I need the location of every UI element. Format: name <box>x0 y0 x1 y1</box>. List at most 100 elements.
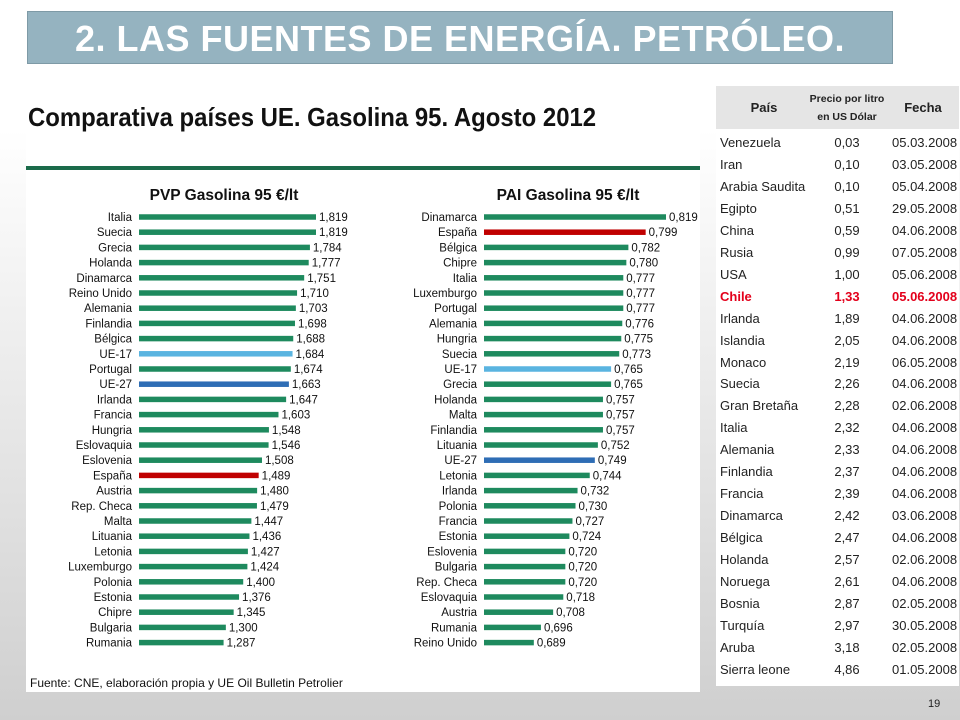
table-row: Irlanda 1,89 04.06.2008 <box>716 308 959 330</box>
bar <box>484 320 623 327</box>
value-label: 0,765 <box>614 364 643 376</box>
bar <box>139 548 248 555</box>
value-label: 1,819 <box>319 212 348 224</box>
cell-country: China <box>720 222 754 238</box>
cell-country: Islandia <box>720 332 765 348</box>
bar <box>139 290 298 296</box>
value-label: 1,424 <box>250 562 279 574</box>
cell-price: 0,99 <box>834 244 860 260</box>
bar <box>139 305 296 311</box>
category-label: Rep. Checa <box>71 501 132 513</box>
value-label: 1,427 <box>251 546 280 558</box>
bar <box>139 442 269 448</box>
value-label: 0,757 <box>606 394 635 406</box>
category-label: UE-17 <box>99 349 132 361</box>
bar <box>484 472 590 479</box>
category-label: Chipre <box>443 258 477 270</box>
cell-date: 04.06.2008 <box>892 310 958 326</box>
category-label: Italia <box>453 273 478 285</box>
table-row: USA 1,00 05.06.2008 <box>716 264 959 286</box>
cell-price: 2,87 <box>834 595 860 611</box>
category-label: Bulgaria <box>90 622 133 634</box>
table-row: Bosnia 2,87 02.05.2008 <box>716 593 959 615</box>
source-note: Fuente: CNE, elaboración propia y UE Oil… <box>30 676 343 690</box>
bar <box>484 305 624 311</box>
value-label: 1,508 <box>265 455 294 467</box>
value-label: 0,720 <box>568 546 597 558</box>
category-label: España <box>93 470 133 482</box>
value-label: 0,819 <box>669 212 698 224</box>
bar <box>139 396 287 403</box>
value-label: 1,345 <box>237 607 266 619</box>
bar <box>484 396 603 403</box>
cell-date: 04.06.2008 <box>892 464 958 480</box>
value-label: 1,447 <box>254 516 283 528</box>
cell-date: 04.06.2008 <box>892 332 958 348</box>
chart-2-title: PAI Gasolina 95 €/lt <box>497 187 640 204</box>
category-label: Rumania <box>86 638 133 650</box>
cell-price: 0,59 <box>834 222 860 238</box>
bar <box>139 259 309 266</box>
value-label: 1,710 <box>300 288 329 300</box>
cell-price: 1,33 <box>834 288 860 304</box>
value-label: 0,757 <box>606 425 635 437</box>
bar <box>139 563 248 570</box>
bar <box>139 609 234 615</box>
category-label: Rumania <box>431 622 478 634</box>
cell-date: 04.06.2008 <box>892 442 958 458</box>
page-number: 19 <box>928 698 941 710</box>
cell-price: 2,28 <box>834 398 860 414</box>
bar <box>484 579 566 585</box>
cell-country: Finlandia <box>720 464 773 480</box>
cell-date: 06.05.2008 <box>892 354 958 370</box>
category-label: Finlandia <box>85 318 132 330</box>
table-row: Finlandia 2,37 04.06.2008 <box>716 461 959 483</box>
bar <box>484 381 612 387</box>
value-label: 0,777 <box>626 273 655 285</box>
bar <box>139 381 289 387</box>
cell-date: 05.06.2008 <box>892 288 958 304</box>
cell-price: 2,37 <box>834 464 860 480</box>
category-label: Dinamarca <box>76 273 132 285</box>
category-label: Malta <box>104 516 133 528</box>
category-label: Dinamarca <box>421 212 477 224</box>
table-row: Chile 1,33 05.06.2008 <box>716 286 959 308</box>
bar <box>484 244 629 251</box>
value-label: 1,300 <box>229 622 258 634</box>
cell-price: 2,19 <box>834 354 860 370</box>
value-label: 0,780 <box>629 258 658 270</box>
cell-country: Aruba <box>720 639 755 655</box>
cell-country: Suecia <box>720 376 760 392</box>
bar <box>139 487 258 494</box>
cell-price: 2,47 <box>834 530 860 546</box>
header-price-line2: en US Dólar <box>817 111 877 123</box>
table-row: Bélgica 2,47 04.06.2008 <box>716 527 959 549</box>
bar <box>484 624 541 631</box>
bar <box>139 427 269 433</box>
cell-date: 29.05.2008 <box>892 200 958 216</box>
bar <box>484 503 576 509</box>
category-label: Polonia <box>94 577 133 589</box>
category-label: Eslovaquia <box>421 592 478 604</box>
value-label: 1,548 <box>272 425 301 437</box>
cell-country: Bosnia <box>720 595 760 611</box>
value-label: 0,757 <box>606 410 635 422</box>
table-row: Francia 2,39 04.06.2008 <box>716 483 959 505</box>
value-label: 1,663 <box>292 379 321 391</box>
cell-date: 02.06.2008 <box>892 552 958 568</box>
cell-country: Noruega <box>720 574 770 589</box>
cell-date: 03.05.2008 <box>892 156 958 172</box>
cell-price: 2,39 <box>834 486 860 502</box>
fuel-price-table: País Precio por litro en US Dólar Fecha … <box>716 86 959 686</box>
table-row: Arabia Saudita 0,10 05.04.2008 <box>716 176 959 198</box>
cell-country: Francia <box>720 486 764 502</box>
value-label: 1,688 <box>296 334 325 346</box>
table-row: Dinamarca 2,42 03.06.2008 <box>716 505 959 527</box>
category-label: Eslovenia <box>427 546 477 558</box>
chart-1-title: PVP Gasolina 95 €/lt <box>150 187 299 204</box>
value-label: 0,720 <box>568 562 597 574</box>
value-label: 0,749 <box>598 455 627 467</box>
header-date: Fecha <box>904 100 942 115</box>
bar <box>139 275 305 281</box>
table-row: Rusia 0,99 07.05.2008 <box>716 242 959 264</box>
